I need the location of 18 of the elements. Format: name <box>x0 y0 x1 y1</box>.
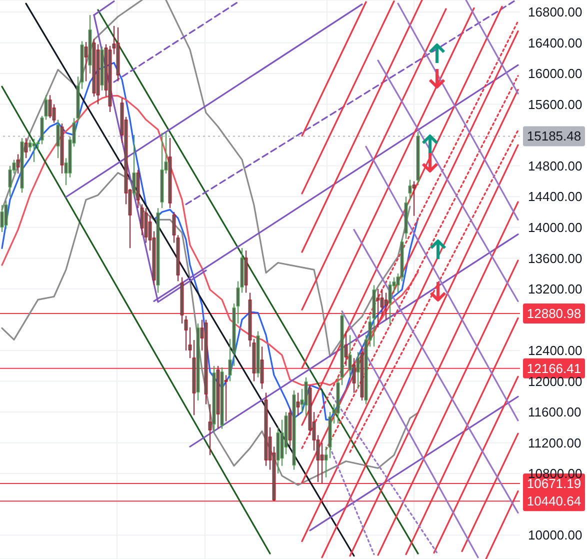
ref-line-label: 12880.98 <box>526 306 582 321</box>
y-tick-label: 16000.00 <box>528 66 582 82</box>
y-tick-label: 16400.00 <box>528 35 582 50</box>
y-tick-label: 13600.00 <box>528 250 582 266</box>
ref-line-label: 10440.64 <box>526 494 582 509</box>
y-tick-label: 16800.00 <box>528 4 582 20</box>
y-tick-label: 14400.00 <box>528 189 582 204</box>
y-tick-label: 12000.00 <box>528 374 582 389</box>
y-tick-label: 10000.00 <box>528 528 582 543</box>
ref-line-label: 15185.48 <box>526 128 582 144</box>
y-tick-label: 11600.00 <box>528 404 582 420</box>
y-tick-label: 15600.00 <box>528 96 582 112</box>
y-tick-label: 13200.00 <box>528 282 582 297</box>
y-tick-label: 12400.00 <box>528 343 582 358</box>
ref-line-label: 12166.41 <box>526 360 582 376</box>
y-tick-label: 11200.00 <box>528 435 582 450</box>
y-tick-label: 14800.00 <box>528 158 582 174</box>
y-tick-label: 14000.00 <box>528 220 582 235</box>
